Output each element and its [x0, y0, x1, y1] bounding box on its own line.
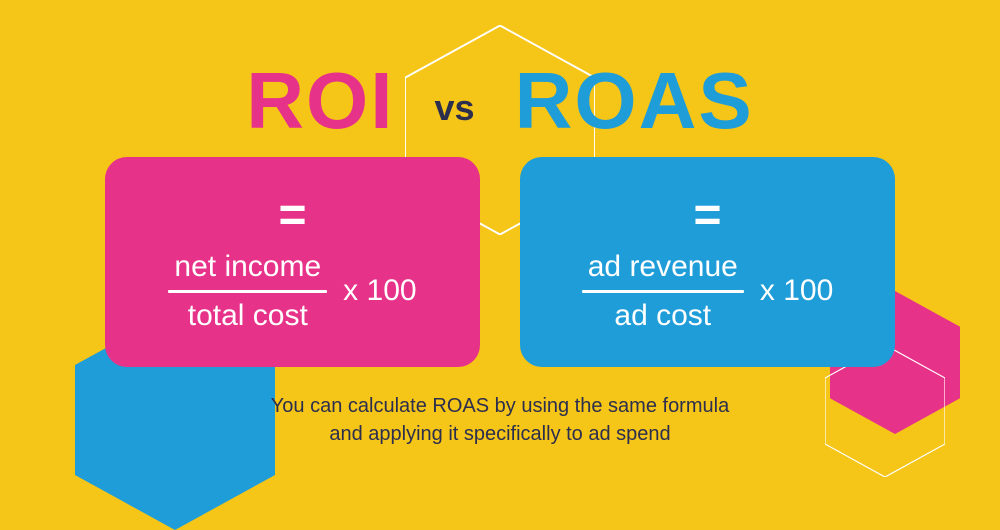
caption-line2: and applying it specifically to ad spend [271, 420, 729, 448]
title-roas: ROAS [515, 55, 754, 147]
multiplier-roas: x 100 [760, 274, 833, 308]
content-container: ROI vs ROAS = net income total cost x 10… [0, 0, 1000, 500]
numerator-roi: net income [168, 250, 327, 284]
formula-roas: ad revenue ad cost x 100 [582, 250, 834, 333]
caption: You can calculate ROAS by using the same… [271, 392, 729, 448]
formula-roi: net income total cost x 100 [168, 250, 416, 333]
fraction-line-roas [582, 290, 744, 293]
denominator-roi: total cost [182, 299, 314, 333]
numerator-roas: ad revenue [582, 250, 744, 284]
title-roi: ROI [246, 55, 394, 147]
fraction-line-roi [168, 290, 327, 293]
equals-sign-left: = [278, 192, 306, 240]
titles-row: ROI vs ROAS [246, 55, 753, 147]
card-roi: = net income total cost x 100 [105, 157, 480, 367]
vs-label: vs [435, 87, 475, 147]
multiplier-roi: x 100 [343, 274, 416, 308]
caption-line1: You can calculate ROAS by using the same… [271, 392, 729, 420]
cards-row: = net income total cost x 100 = ad reven… [105, 157, 895, 367]
fraction-roi: net income total cost [168, 250, 327, 333]
equals-sign-right: = [693, 192, 721, 240]
fraction-roas: ad revenue ad cost [582, 250, 744, 333]
card-roas: = ad revenue ad cost x 100 [520, 157, 895, 367]
denominator-roas: ad cost [608, 299, 717, 333]
